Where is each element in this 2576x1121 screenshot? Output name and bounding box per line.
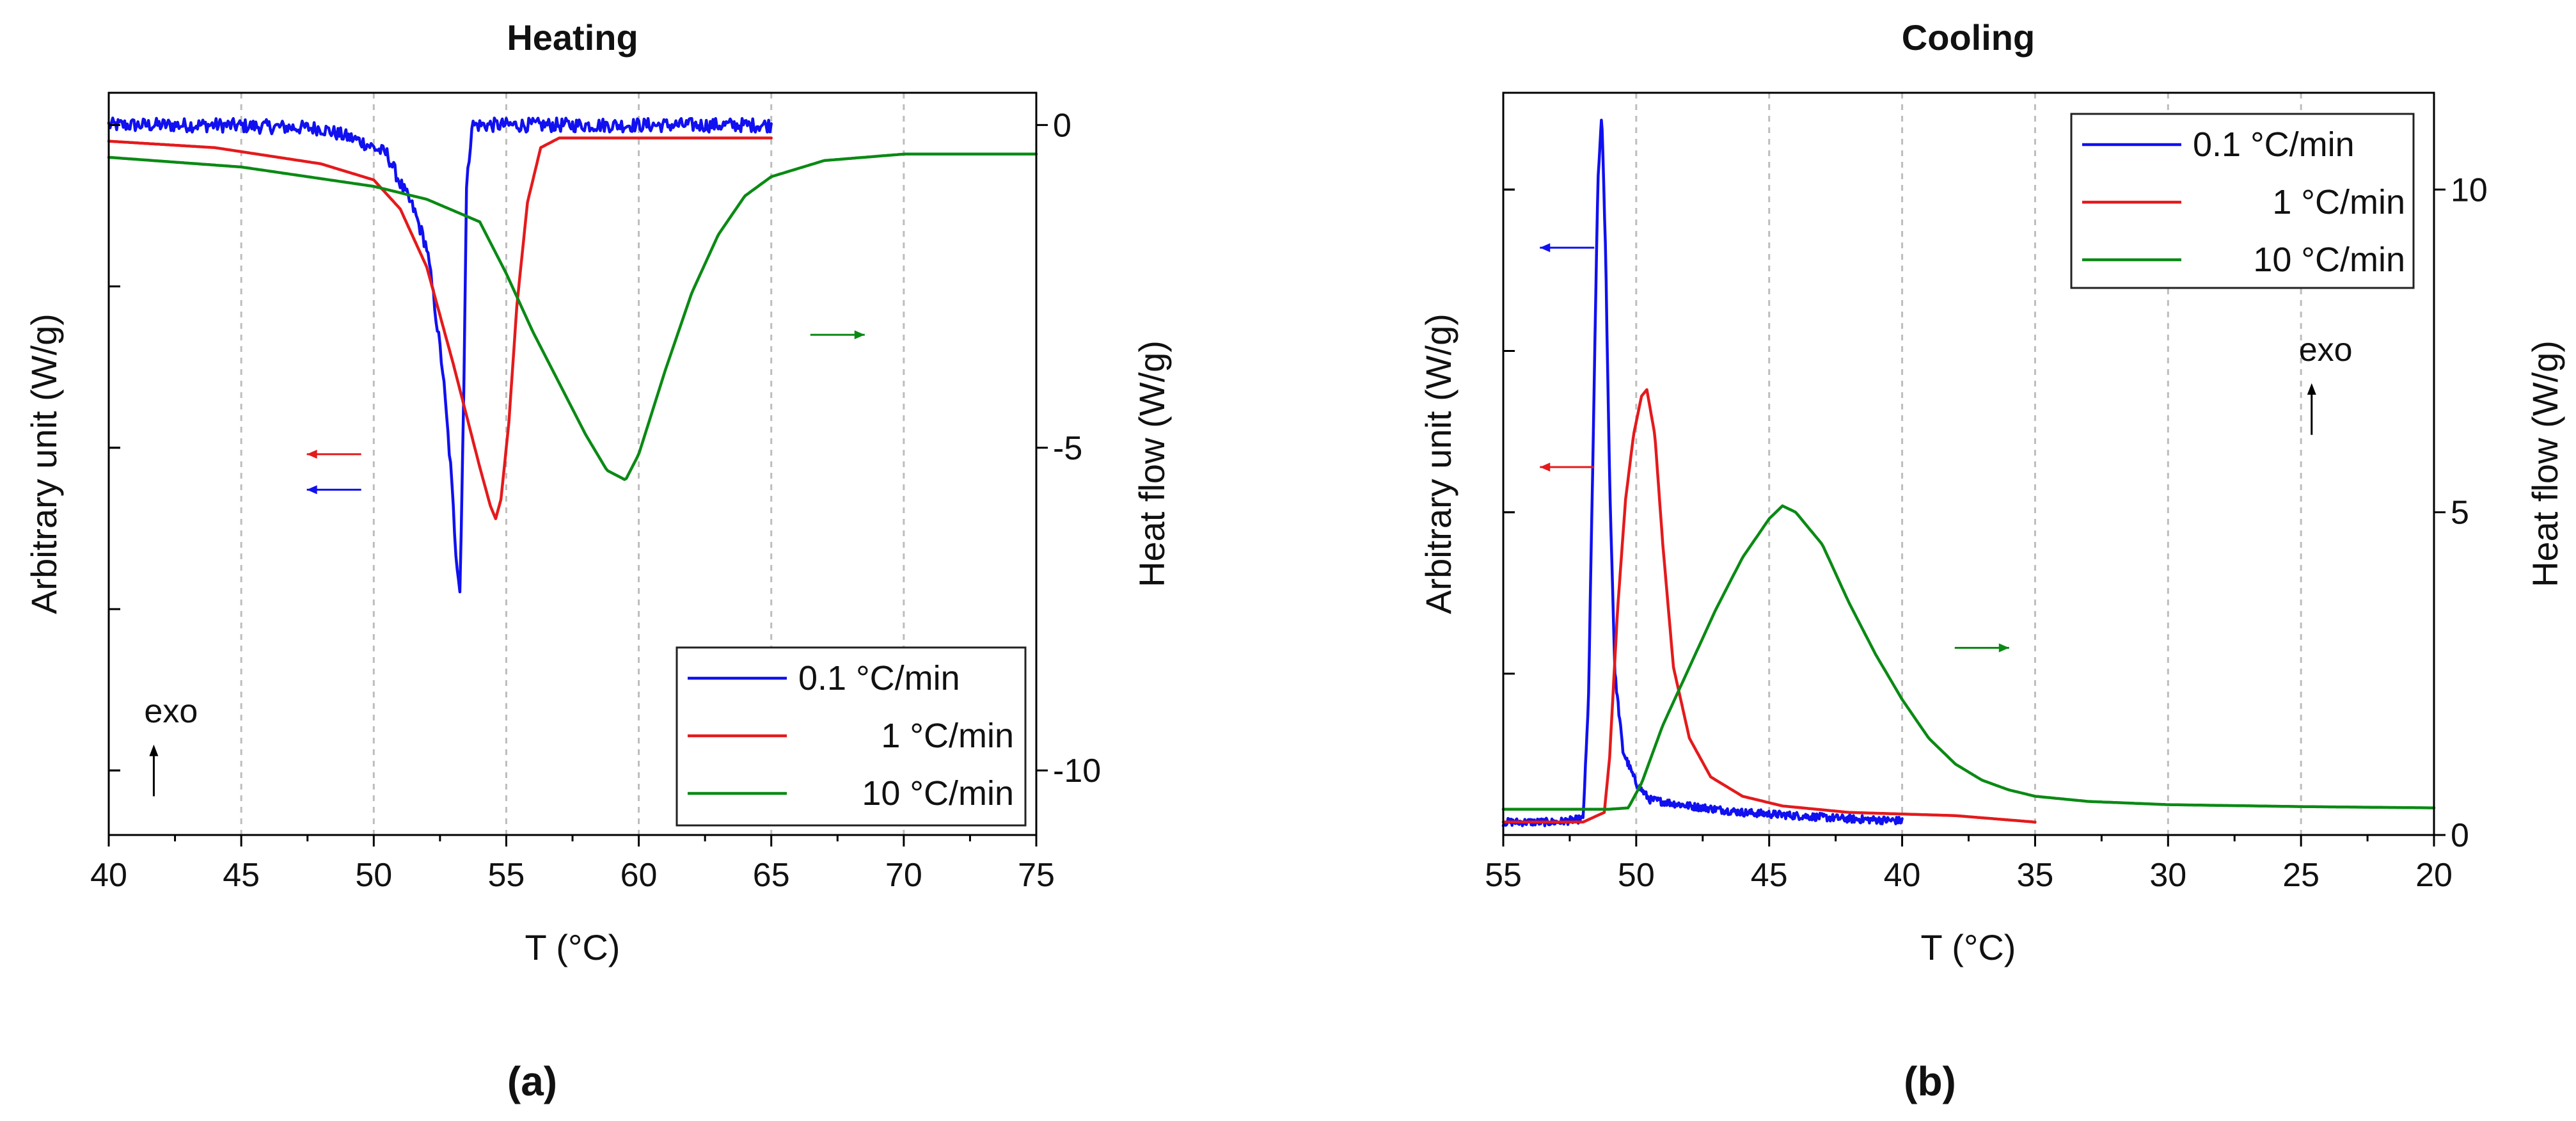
legend-label-0: 0.1 °C/min bbox=[2193, 125, 2355, 164]
y-ticks: 0 5 10 bbox=[1503, 171, 2488, 854]
series-lines bbox=[1501, 118, 2436, 827]
axis-arrowhead-1 bbox=[306, 485, 317, 495]
x-tick-label: 55 bbox=[488, 857, 525, 894]
y2-tick-label: -5 bbox=[1053, 430, 1082, 467]
x-tick-label: 50 bbox=[1618, 857, 1655, 894]
x-tick-label: 30 bbox=[2149, 857, 2186, 894]
exo-arrowhead bbox=[149, 744, 159, 756]
exo-arrowhead bbox=[2307, 383, 2316, 395]
y2-tick-label: 0 bbox=[1053, 107, 1071, 144]
y2-tick-label: -10 bbox=[1053, 752, 1101, 790]
y2-tick-label: 5 bbox=[2451, 495, 2469, 532]
axis-indicator-arrows: exo bbox=[144, 330, 865, 797]
exo-label: exo bbox=[2299, 331, 2353, 369]
y-axis-label: Arbitrary unit (W/g) bbox=[1418, 314, 1458, 614]
exo-label: exo bbox=[144, 693, 198, 730]
chart-title: Heating bbox=[507, 17, 638, 58]
y-axis-label: Arbitrary unit (W/g) bbox=[24, 314, 64, 614]
legend-label-1: 1 °C/min bbox=[2272, 183, 2405, 221]
legend-label-2: 10 °C/min bbox=[862, 774, 1014, 813]
panel-heating: Heating 40 45 50 55 60 65 70 75 0 -5 -10 T (°C) A… bbox=[24, 17, 1172, 1104]
y-ticks: 0 -5 -10 bbox=[109, 107, 1101, 790]
x-tick-label: 60 bbox=[620, 857, 658, 894]
x-tick-label: 55 bbox=[1485, 857, 1522, 894]
x-tick-label: 35 bbox=[2017, 857, 2054, 894]
x-axis-label: T (°C) bbox=[525, 927, 620, 967]
y2-axis-label: Heat flow (W/g) bbox=[1132, 340, 1172, 587]
x-tick-label: 45 bbox=[223, 857, 260, 894]
x-tick-label: 50 bbox=[355, 857, 392, 894]
legend: 0.1 °C/min 1 °C/min 10 °C/min bbox=[676, 646, 1027, 827]
series-line-1 bbox=[107, 136, 773, 520]
series-line-0 bbox=[107, 116, 773, 594]
legend-label-2: 10 °C/min bbox=[2253, 241, 2405, 279]
legend-label-0: 0.1 °C/min bbox=[798, 659, 960, 697]
gridlines bbox=[240, 93, 905, 835]
y2-axis-label: Heat flow (W/g) bbox=[2525, 340, 2565, 587]
x-tick-label: 40 bbox=[1884, 857, 1921, 894]
x-tick-label: 70 bbox=[885, 857, 922, 894]
x-tick-label: 45 bbox=[1751, 857, 1788, 894]
series-line-2 bbox=[107, 152, 1038, 481]
axis-indicator-arrows: exo bbox=[1540, 243, 2353, 653]
x-axis-label: T (°C) bbox=[1921, 927, 2016, 967]
x-tick-label: 25 bbox=[2282, 857, 2319, 894]
axis-arrowhead-0 bbox=[306, 449, 317, 459]
x-tick-label: 65 bbox=[753, 857, 790, 894]
series-lines bbox=[107, 116, 1038, 594]
chart-title: Cooling bbox=[1902, 17, 2035, 58]
gridlines bbox=[1635, 93, 2302, 835]
series-line-2 bbox=[1501, 504, 2436, 811]
panel-cooling: Cooling 55 50 45 40 35 30 25 20 0 5 10 T (°C) Arb… bbox=[1418, 17, 2565, 1104]
series-line-0 bbox=[1501, 118, 1904, 827]
y2-tick-label: 0 bbox=[2451, 817, 2469, 854]
x-tick-label: 75 bbox=[1018, 857, 1055, 894]
y2-tick-label: 10 bbox=[2451, 171, 2488, 209]
legend: 0.1 °C/min 1 °C/min 10 °C/min bbox=[2070, 113, 2415, 289]
axis-arrowhead-0 bbox=[1540, 243, 1551, 253]
x-ticks: 55 50 45 40 35 30 25 20 bbox=[1485, 835, 2453, 894]
legend-label-1: 1 °C/min bbox=[881, 717, 1014, 755]
x-ticks: 40 45 50 55 60 65 70 75 bbox=[90, 835, 1055, 894]
series-line-1 bbox=[1501, 388, 2037, 824]
x-tick-label: 40 bbox=[90, 857, 127, 894]
panel-caption: (a) bbox=[507, 1058, 557, 1104]
panel-caption: (b) bbox=[1904, 1058, 1956, 1104]
axis-arrowhead-2 bbox=[1998, 643, 2009, 653]
x-tick-label: 20 bbox=[2415, 857, 2453, 894]
axis-arrowhead-1 bbox=[1540, 463, 1551, 472]
axis-arrowhead-2 bbox=[854, 330, 865, 340]
